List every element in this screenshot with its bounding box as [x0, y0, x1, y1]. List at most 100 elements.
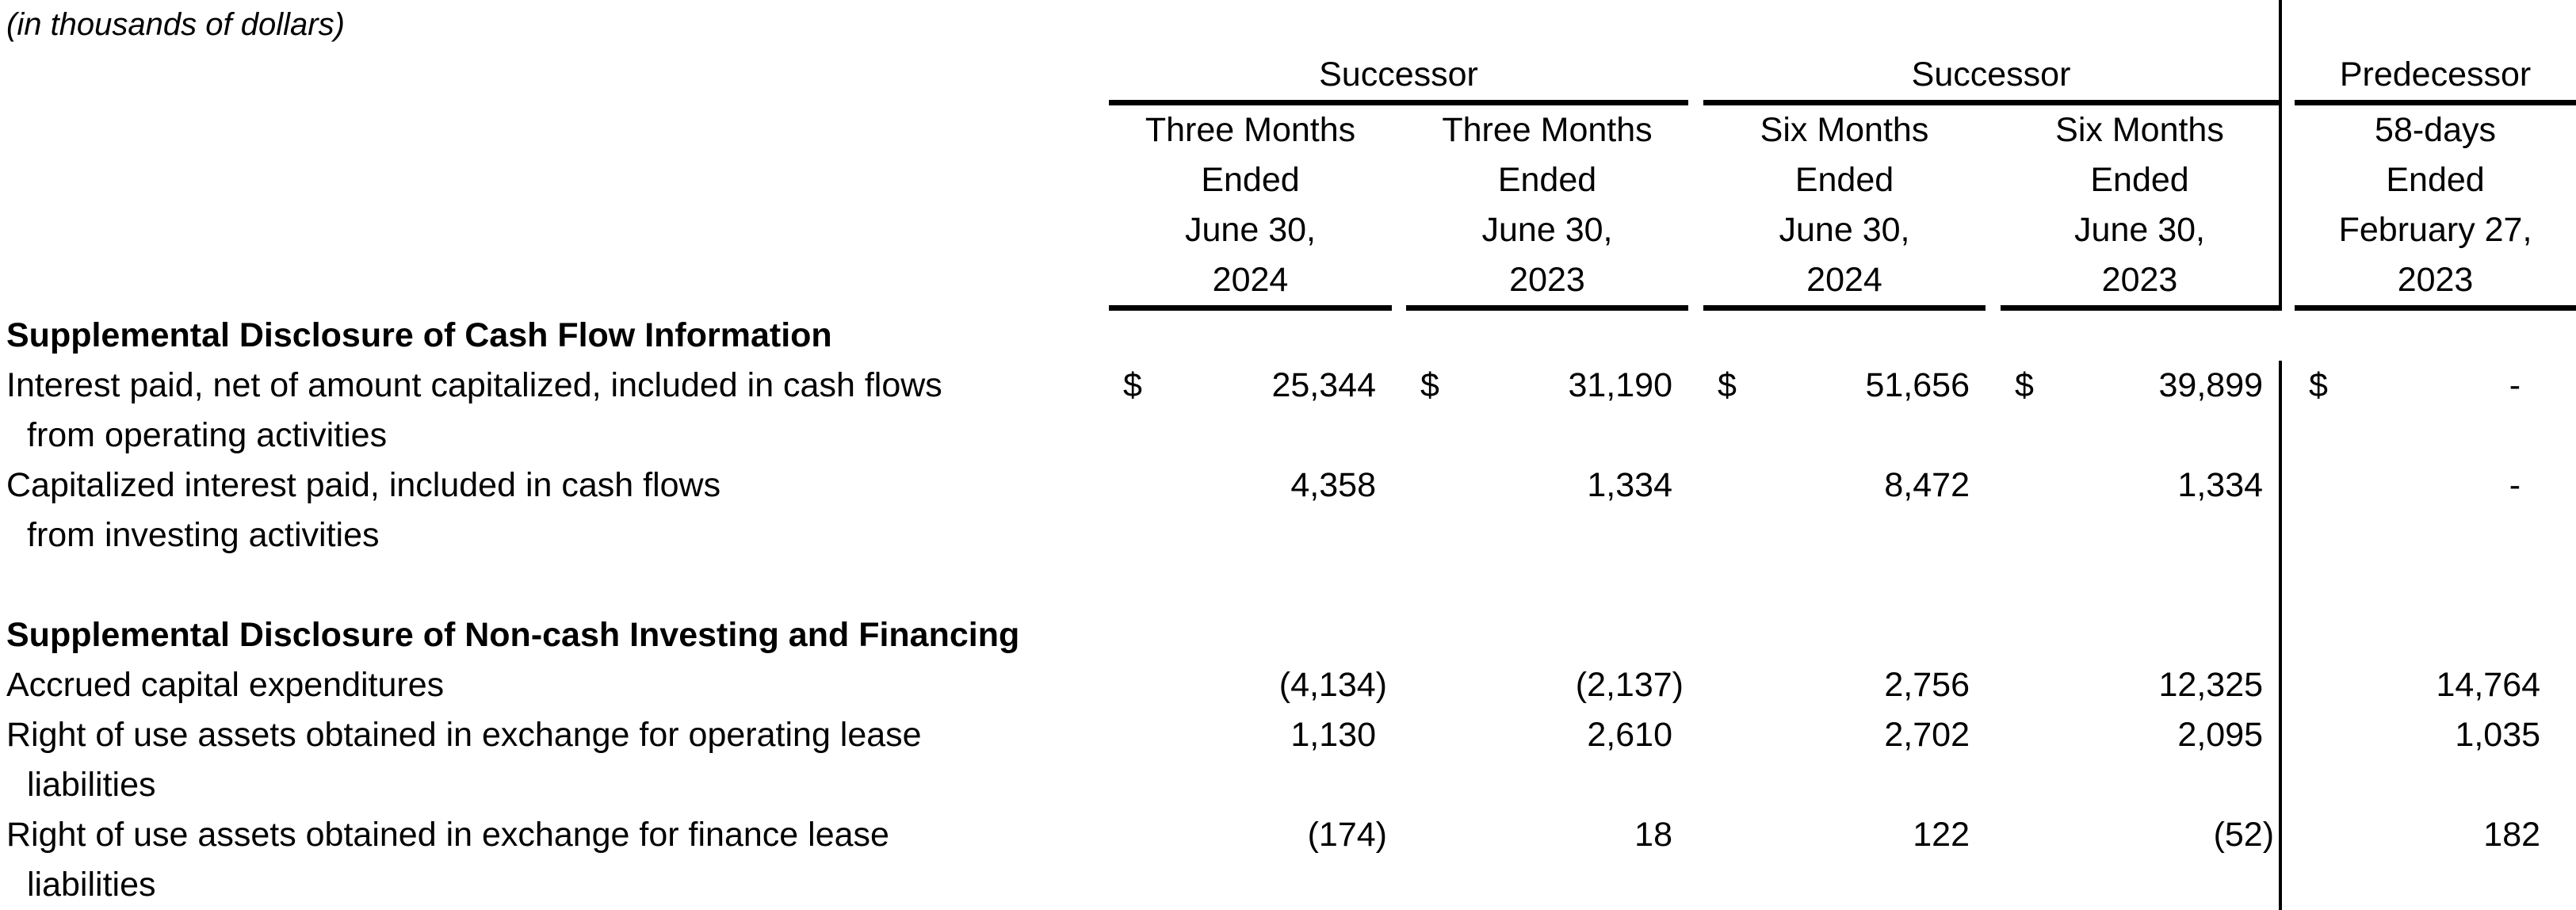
- value-cell: 1,035: [2455, 716, 2541, 754]
- currency-cell: $: [1123, 366, 1142, 404]
- row-label-line1: Interest paid, net of amount capitalized…: [6, 366, 942, 404]
- value-cell: (174): [1307, 816, 1387, 854]
- gap-cell: [1688, 810, 1703, 910]
- gap-cell: [1688, 361, 1703, 461]
- gap-cell: [1986, 361, 2001, 461]
- currency-cell: [2001, 810, 2056, 910]
- table-row-capitalized-interest: Capitalized interest paid, included in c…: [0, 461, 2576, 560]
- currency-cell: $: [2309, 366, 2328, 404]
- section-header-row: Supplemental Disclosure of Non-cash Inve…: [0, 610, 2576, 660]
- row-label: Interest paid, net of amount capitalized…: [0, 361, 1109, 461]
- predecessor-divider: [2279, 0, 2295, 50]
- row-label: Capitalized interest paid, included in c…: [0, 461, 1109, 560]
- row-label: Accrued capital expenditures: [0, 660, 1109, 710]
- value-cell: 2,702: [1884, 716, 1970, 754]
- value-cell: 18: [1634, 816, 1672, 854]
- units-note: (in thousands of dollars): [6, 7, 345, 42]
- gap-cell: [1688, 660, 1703, 710]
- row-label: Right of use assets obtained in exchange…: [0, 810, 1109, 910]
- predecessor-divider: [2279, 810, 2295, 910]
- gap-cell: [1688, 461, 1703, 560]
- predecessor-divider: [2279, 610, 2295, 660]
- currency-cell: [2295, 810, 2350, 910]
- gap-cell: [1688, 710, 1703, 810]
- gap-cell: [1392, 461, 1406, 560]
- predecessor-divider: [2279, 660, 2295, 710]
- value-cell: 182: [2483, 816, 2541, 854]
- empty-cell: [0, 50, 1109, 103]
- empty-cell: [2295, 308, 2576, 361]
- gap-cell: [1688, 50, 1703, 103]
- value-cell: 1,334: [1587, 466, 1672, 504]
- empty-cell: [0, 560, 2280, 610]
- currency-cell: [1406, 710, 1462, 810]
- row-label: Right of use assets obtained in exchange…: [0, 710, 1109, 810]
- currency-cell: [1109, 660, 1164, 710]
- col-header-6mo-2024: Six Months Ended June 30, 2024: [1703, 102, 1986, 311]
- col-header-3mo-2023: Three Months Ended June 30, 2023: [1406, 102, 1688, 311]
- row-label-line1: Accrued capital expenditures: [6, 666, 445, 704]
- table-row-operating-lease-rou: Right of use assets obtained in exchange…: [0, 710, 2576, 810]
- predecessor-divider: [2279, 710, 2295, 810]
- currency-cell: [1109, 710, 1164, 810]
- currency-cell: [2001, 710, 2056, 810]
- currency-cell: [2001, 660, 2056, 710]
- value-cell: 4,358: [1290, 466, 1376, 504]
- value-cell: (52): [2213, 816, 2275, 854]
- spacer-row: [0, 560, 2576, 610]
- value-cell: 39,899: [2158, 366, 2264, 404]
- predecessor-divider: [2279, 102, 2295, 308]
- value-cell: 8,472: [1884, 466, 1970, 504]
- currency-cell: [1703, 810, 1759, 910]
- group-successor-three-months: Successor: [1109, 50, 1688, 105]
- table-row-accrued-capex: Accrued capital expenditures (4,134) (2,…: [0, 660, 2576, 710]
- gap-cell: [1392, 710, 1406, 810]
- empty-cell: [2295, 0, 2576, 50]
- currency-cell: [2295, 461, 2350, 560]
- value-cell: -: [2509, 466, 2521, 504]
- gap-cell: [1986, 103, 2001, 308]
- value-cell: (2,137): [1575, 666, 1684, 704]
- empty-cell: [0, 103, 1109, 308]
- value-cell: 2,095: [2177, 716, 2264, 754]
- currency-cell: [1109, 461, 1164, 560]
- empty-cell: [2295, 610, 2576, 660]
- currency-cell: [1703, 710, 1759, 810]
- table-row-interest-paid: Interest paid, net of amount capitalized…: [0, 361, 2576, 461]
- table-row-finance-lease-rou: Right of use assets obtained in exchange…: [0, 810, 2576, 910]
- predecessor-divider: [2279, 361, 2295, 461]
- currency-cell: [1109, 810, 1164, 910]
- group-header-row: Successor Successor Predecessor: [0, 50, 2576, 105]
- value-cell: 122: [1913, 816, 1970, 854]
- predecessor-divider: [2279, 560, 2295, 610]
- row-label-line2: from investing activities: [27, 516, 380, 554]
- predecessor-divider-gap: [2280, 308, 2295, 361]
- currency-cell: [1406, 660, 1462, 710]
- col-header-58-days-2023: 58-days Ended February 27, 2023: [2295, 102, 2576, 311]
- units-note-row: (in thousands of dollars): [0, 0, 2576, 50]
- predecessor-divider: [2279, 461, 2295, 560]
- currency-cell: $: [2015, 366, 2034, 404]
- predecessor-divider: [2279, 50, 2295, 103]
- currency-cell: [2295, 710, 2350, 810]
- col-header-6mo-2023: Six Months Ended June 30, 2023: [2001, 102, 2281, 311]
- gap-cell: [1986, 461, 2001, 560]
- gap-cell: [1392, 103, 1406, 308]
- value-cell: 2,756: [1884, 666, 1970, 704]
- currency-cell: $: [1718, 366, 1737, 404]
- gap-cell: [1986, 710, 2001, 810]
- empty-cell: [2295, 560, 2576, 610]
- value-cell: 25,344: [1271, 366, 1376, 404]
- currency-cell: [2295, 660, 2350, 710]
- currency-cell: [1406, 810, 1462, 910]
- currency-cell: [1703, 660, 1759, 710]
- row-label-line2: liabilities: [27, 766, 156, 804]
- section-header-row: Supplemental Disclosure of Cash Flow Inf…: [0, 308, 2576, 361]
- value-cell: 12,325: [2158, 666, 2264, 704]
- value-cell: 31,190: [1568, 366, 1672, 404]
- col-header-3mo-2024: Three Months Ended June 30, 2024: [1109, 102, 1392, 311]
- value-cell: 1,130: [1290, 716, 1376, 754]
- column-header-row: Three Months Ended June 30, 2024 Three M…: [0, 102, 2576, 311]
- row-label-line1: Right of use assets obtained in exchange…: [6, 716, 922, 754]
